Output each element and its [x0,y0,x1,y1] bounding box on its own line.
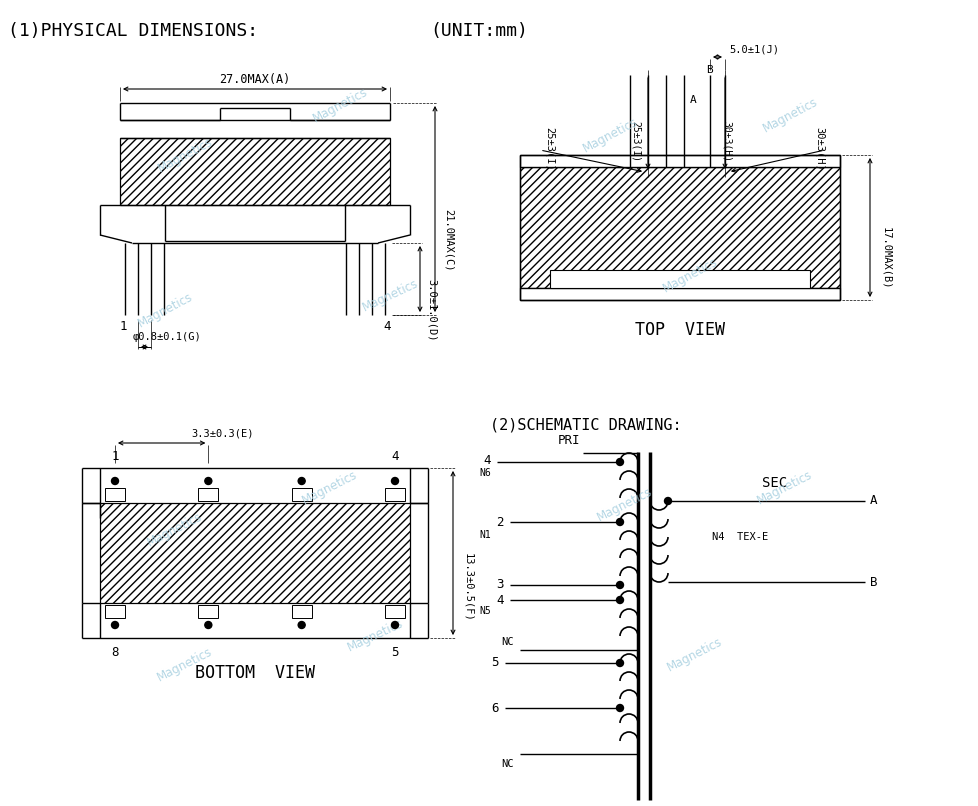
Text: 21.0MAX(C): 21.0MAX(C) [444,209,454,272]
Circle shape [616,596,623,604]
Text: Magnetics: Magnetics [156,135,214,175]
Bar [384,605,405,618]
Text: 13.3±0.5(F): 13.3±0.5(F) [463,553,472,621]
Text: Magnetics: Magnetics [300,468,360,508]
Circle shape [391,621,398,629]
Circle shape [616,704,623,712]
Bar [199,605,218,618]
Text: 4: 4 [496,593,504,606]
Text: Magnetics: Magnetics [344,617,405,654]
Circle shape [111,621,118,629]
Text: (2)SCHEMATIC DRAWING:: (2)SCHEMATIC DRAWING: [490,418,681,433]
Circle shape [298,477,305,484]
Text: Magnetics: Magnetics [135,290,195,330]
Text: Magnetics: Magnetics [310,85,370,125]
Text: N6: N6 [479,468,491,478]
Text: 30±3(H): 30±3(H) [721,121,732,162]
Text: B: B [705,65,712,75]
Text: 25±3(I): 25±3(I) [631,121,641,162]
Circle shape [391,477,398,484]
Text: Magnetics: Magnetics [754,468,814,508]
Bar [291,488,311,501]
Bar [105,488,125,501]
Text: BOTTOM  VIEW: BOTTOM VIEW [195,664,315,682]
Text: 6: 6 [491,701,499,714]
Text: 3.3±0.3(E): 3.3±0.3(E) [192,428,254,438]
Text: 2: 2 [496,516,504,529]
Circle shape [204,621,211,629]
Text: (UNIT:mm): (UNIT:mm) [429,22,527,40]
Text: SEC: SEC [762,476,786,490]
Circle shape [616,518,623,526]
Text: 4: 4 [382,321,390,334]
Bar [291,605,311,618]
Text: 4: 4 [391,450,398,463]
Bar [519,288,839,300]
Bar [384,488,405,501]
Circle shape [616,659,623,667]
Text: (1)PHYSICAL DIMENSIONS:: (1)PHYSICAL DIMENSIONS: [8,22,258,40]
Circle shape [204,477,211,484]
Bar [519,155,839,167]
Text: Magnetics: Magnetics [760,95,819,135]
Text: 3: 3 [496,579,504,592]
Text: Magnetics: Magnetics [156,646,214,684]
Bar [100,503,410,603]
Text: N4  TEX-E: N4 TEX-E [711,532,768,542]
Text: B: B [869,575,876,588]
Bar [105,605,125,618]
Text: 1: 1 [111,450,118,463]
Text: 27.0MAX(A): 27.0MAX(A) [219,73,290,85]
Text: 3.0±1.0(D): 3.0±1.0(D) [426,279,436,342]
Text: A: A [869,495,876,508]
Text: NC: NC [501,637,513,647]
Text: PRI: PRI [557,434,580,447]
Text: Magnetics: Magnetics [360,276,420,314]
Text: A: A [689,95,696,105]
Bar [120,138,389,205]
Text: Magnetics: Magnetics [580,115,639,155]
Text: Magnetics: Magnetics [660,256,719,295]
Circle shape [616,459,623,466]
Text: 1: 1 [119,321,126,334]
Bar [519,167,839,288]
Text: 30±3(H): 30±3(H) [814,127,824,171]
Text: φ0.8±0.1(G): φ0.8±0.1(G) [133,332,201,342]
Circle shape [616,581,623,588]
Text: 25±3(I): 25±3(I) [545,127,555,171]
Bar [199,488,218,501]
Text: Magnetics: Magnetics [145,510,204,550]
Text: NC: NC [501,759,513,769]
Circle shape [298,621,305,629]
Bar [550,270,809,288]
Text: 17.0MAX(B): 17.0MAX(B) [880,227,890,289]
Text: 5: 5 [391,646,398,659]
Text: 4: 4 [483,455,491,467]
Circle shape [664,497,671,505]
Text: Magnetics: Magnetics [595,485,654,525]
Text: N5: N5 [479,606,491,616]
Text: N1: N1 [479,530,491,540]
Text: 8: 8 [111,646,118,659]
Text: 5: 5 [491,657,499,670]
Text: Magnetics: Magnetics [664,636,724,675]
Text: TOP  VIEW: TOP VIEW [635,321,725,339]
Text: 5.0±1(J): 5.0±1(J) [729,44,778,54]
Circle shape [111,477,118,484]
